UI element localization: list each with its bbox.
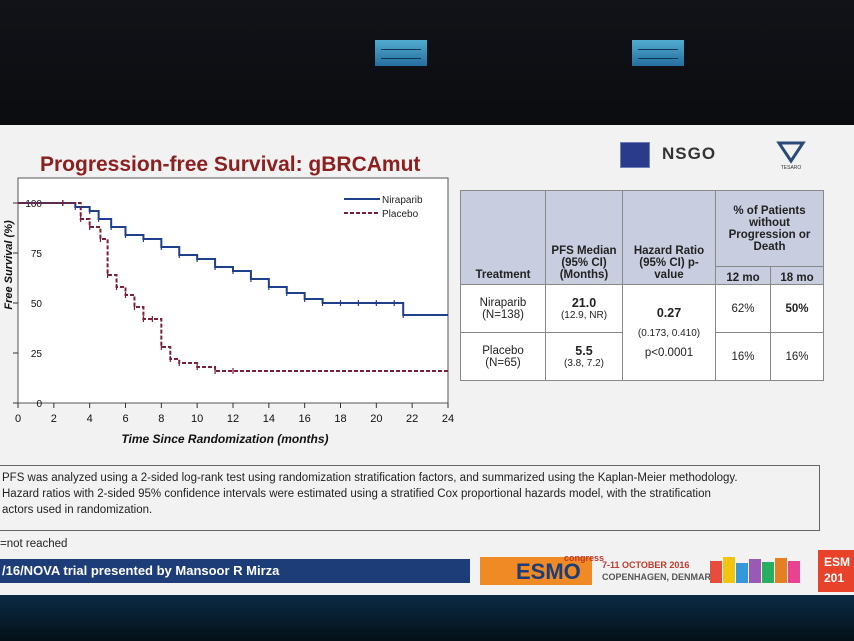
header-18mo: 18 mo <box>770 266 824 285</box>
presenter-bar: /16/NOVA trial presented by Mansoor R Mi… <box>0 559 470 583</box>
x-tick-label: 12 <box>227 413 239 425</box>
y-tick-label: 50 <box>31 299 43 310</box>
sponsor-logos: NSGO TESARO <box>612 135 812 171</box>
esmo-corner-logo: ESM 201 <box>818 550 854 592</box>
tesaro-logo-icon: TESARO <box>776 141 806 171</box>
ceiling <box>0 0 854 125</box>
y-axis-label: Free Survival (%) <box>3 220 15 310</box>
legend-placebo: Placebo <box>382 209 419 220</box>
treatment-cell: Niraparib (N=138) <box>460 284 546 333</box>
header-pfs: PFS Median (95% CI) (Months) <box>545 190 623 285</box>
y-tick-label: 100 <box>25 199 42 210</box>
y-tick-label: 0 <box>36 399 42 410</box>
hazard-cell: 0.27 (0.173, 0.410) p<0.0001 <box>622 284 716 381</box>
x-axis-label: Time Since Randomization (months) <box>121 432 328 446</box>
x-tick-label: 14 <box>263 413 275 425</box>
x-tick-label: 10 <box>191 413 203 425</box>
x-tick-label: 0 <box>15 413 21 425</box>
treatment-cell: Placebo (N=65) <box>460 332 546 381</box>
header-patients-percent: % of Patients without Progression or Dea… <box>715 190 824 267</box>
chart-legend: Niraparib Placebo <box>344 195 423 220</box>
x-tick-label: 24 <box>442 413 454 425</box>
pct-18mo-cell: 50% <box>770 284 824 333</box>
header-treatment: Treatment <box>460 190 546 285</box>
copenhagen-houses-icon <box>710 557 800 583</box>
x-tick-label: 22 <box>406 413 418 425</box>
legend-niraparib: Niraparib <box>382 195 423 206</box>
table-row: Niraparib (N=138) 21.0 (12.9, NR) 0.27 (0.… <box>460 284 824 381</box>
pfs-cell: 5.5 (3.8, 7.2) <box>545 332 623 381</box>
x-tick-label: 2 <box>51 413 57 425</box>
header-hazard: Hazard Ratio (95% CI) p-value <box>622 190 716 285</box>
plot-area <box>17 177 449 404</box>
slide-title: Progression-free Survival: gBRCAmut <box>40 153 421 176</box>
esmo-branding: ESMO congress 7-11 OCTOBER 2016 COPENHAG… <box>480 553 820 589</box>
nr-footnote: =not reached <box>0 538 68 550</box>
ceiling-light <box>632 40 684 66</box>
congress-dates: 7-11 OCTOBER 2016 COPENHAGEN, DENMARK <box>602 560 718 582</box>
pfs-cell: 21.0 (12.9, NR) <box>545 284 623 333</box>
methodology-footnote: PFS was analyzed using a 2-sided log-ran… <box>0 465 820 531</box>
society-seal-icon <box>620 142 650 168</box>
results-table: Treatment PFS Median (95% CI) (Months) H… <box>460 190 824 381</box>
tesaro-label: TESARO <box>781 165 802 171</box>
stage-floor <box>0 595 854 641</box>
pct-18mo-cell: 16% <box>770 332 824 381</box>
ceiling-light <box>375 40 427 66</box>
presentation-slide: Progression-free Survival: gBRCAmut NSGO… <box>0 125 854 595</box>
esmo-logo: ESMO congress <box>480 553 604 585</box>
y-tick-label: 25 <box>31 349 43 360</box>
series-line-placebo <box>18 202 448 372</box>
x-tick-label: 18 <box>334 413 346 425</box>
x-tick-label: 8 <box>158 413 164 425</box>
y-tick-label: 75 <box>31 249 43 260</box>
x-tick-label: 20 <box>370 413 382 425</box>
pct-12mo-cell: 16% <box>715 332 771 381</box>
x-tick-label: 16 <box>299 413 311 425</box>
x-tick-label: 4 <box>87 413 93 425</box>
pct-12mo-cell: 62% <box>715 284 771 333</box>
nsgo-logo: NSGO <box>662 144 717 163</box>
header-12mo: 12 mo <box>715 266 771 285</box>
x-tick-label: 6 <box>122 413 128 425</box>
